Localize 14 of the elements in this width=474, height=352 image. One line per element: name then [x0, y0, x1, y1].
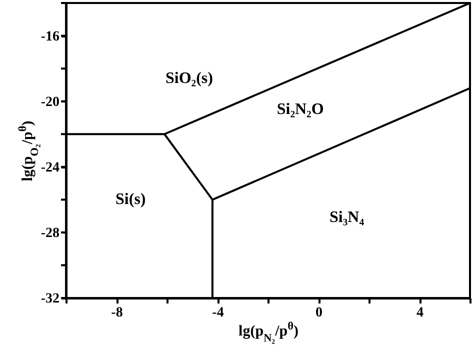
x-axis-title: lg(p$_{N₂}$/p$^{θ}$) [238, 320, 298, 344]
annotation: Si₂N₂O [276, 101, 324, 118]
annotation: Si(s) [116, 191, 146, 208]
x-tick-label: -4 [212, 306, 224, 320]
y-tick-label: -32 [40, 292, 60, 306]
y-tick-label: -20 [40, 94, 60, 110]
x-tick-label: 4 [416, 306, 424, 320]
y-tick-label: -16 [40, 29, 60, 44]
y-tick-label: -24 [40, 160, 60, 176]
x-tick-label: -8 [111, 306, 123, 320]
annotation: Si₃N₄ [330, 208, 364, 226]
x-tick-label: 0 [316, 306, 322, 320]
annotation: SiO₂(s) [165, 70, 213, 88]
y-tick-label: -28 [40, 226, 60, 241]
